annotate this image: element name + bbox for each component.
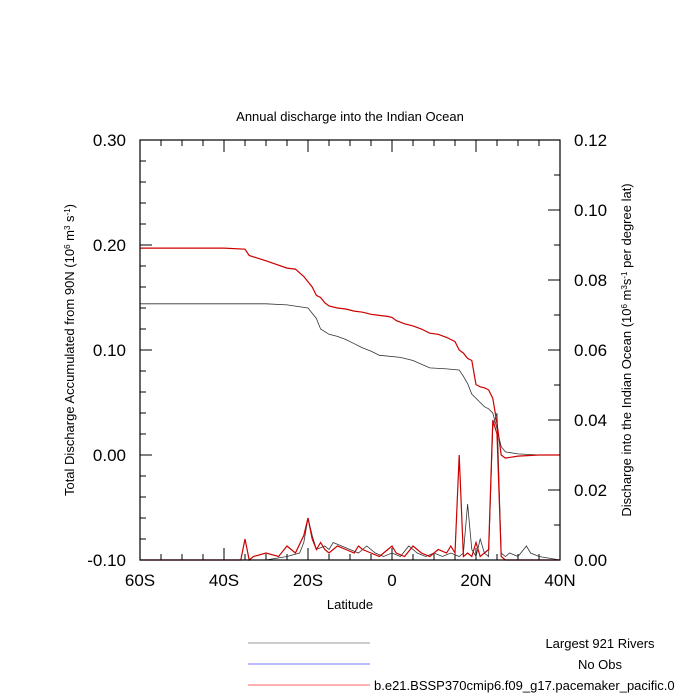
series-layer <box>140 247 561 562</box>
legend: Largest 921 Rivers No Obs b.e21.BSSP370cmi… <box>248 636 675 693</box>
y-right-tick-label: 0.04 <box>574 411 607 430</box>
plot-frame <box>139 139 561 561</box>
y-left-tick-label: 0.20 <box>93 236 126 255</box>
y-left-tick-label: 0.00 <box>93 446 126 465</box>
y-right-tick-label: 0.10 <box>574 201 607 220</box>
x-tick-label: 40N <box>544 571 575 590</box>
y-left-label-part3: s <box>62 215 77 226</box>
y-left-label-sup2: 3 <box>63 225 72 230</box>
y-axis-left-label: Total Discharge Accumulated from 90N (10… <box>62 204 77 496</box>
x-tick-labels: 60S 40S 20S 0 20N 40N <box>125 571 576 590</box>
legend-label: No Obs <box>578 657 623 672</box>
series-line-0 <box>140 303 560 456</box>
x-tick-label: 20N <box>460 571 491 590</box>
x-axis-label: Latitude <box>327 597 373 612</box>
x-tick-label: 20S <box>293 571 323 590</box>
axis-ticks <box>139 139 561 561</box>
y-right-tick-label: 0.02 <box>574 481 607 500</box>
y-right-tick-label: 0.12 <box>574 131 607 150</box>
y-right-label-part3: s <box>619 278 634 285</box>
y-left-label-part2: m <box>62 230 77 244</box>
y-right-label-sup3: -1 <box>620 271 629 279</box>
x-tick-label: 60S <box>125 571 155 590</box>
y-right-tick-labels: 0.12 0.10 0.08 0.06 0.04 0.02 0.00 <box>574 131 607 570</box>
legend-label: b.e21.BSSP370cmip6.f09_g17.pacemaker_pac… <box>374 678 675 693</box>
y-axis-right-label: Discharge into the Indian Ocean (106 m3s… <box>619 183 634 516</box>
y-right-label-part4: per degree lat) <box>619 183 634 271</box>
y-right-tick-label: 0.00 <box>574 551 607 570</box>
y-left-label-sup1: 6 <box>63 244 72 249</box>
y-left-tick-label: -0.10 <box>87 551 126 570</box>
y-left-tick-label: 0.10 <box>93 341 126 360</box>
legend-label: Largest 921 Rivers <box>545 636 655 651</box>
series-line-2 <box>140 247 560 459</box>
chart-title: Annual discharge into the Indian Ocean <box>236 109 464 124</box>
x-tick-label: 0 <box>387 571 396 590</box>
y-right-label-part2: m <box>619 290 634 304</box>
series-line-4 <box>140 419 560 562</box>
y-right-tick-label: 0.06 <box>574 341 607 360</box>
y-left-label-sup3: -1 <box>63 208 72 216</box>
y-right-tick-label: 0.08 <box>574 271 607 290</box>
y-right-label-part1: Discharge into the Indian Ocean (10 <box>619 309 634 517</box>
y-left-tick-labels: 0.30 0.20 0.10 0.00 -0.10 <box>87 131 126 570</box>
y-left-tick-label: 0.30 <box>93 131 126 150</box>
x-tick-label: 40S <box>209 571 239 590</box>
y-right-label-sup2: 3 <box>620 285 629 290</box>
y-left-label-part1: Total Discharge Accumulated from 90N (10 <box>62 249 77 496</box>
y-right-label-sup1: 6 <box>620 304 629 309</box>
y-left-label-part4: ) <box>62 204 77 208</box>
